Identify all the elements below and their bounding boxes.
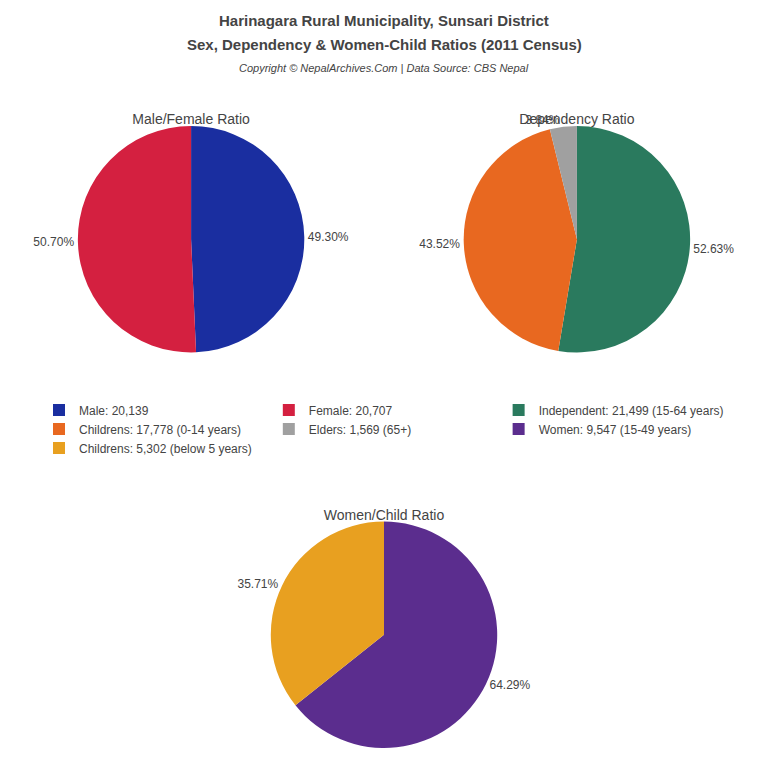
svg-text:Female: 20,707: Female: 20,707	[309, 404, 393, 418]
svg-text:Women/Child Ratio: Women/Child Ratio	[324, 507, 445, 523]
svg-text:Copyright © NepalArchives.Com: Copyright © NepalArchives.Com | Data Sou…	[239, 62, 529, 74]
svg-text:Women: 9,547 (15-49 years): Women: 9,547 (15-49 years)	[539, 423, 692, 437]
svg-text:64.29%: 64.29%	[490, 678, 531, 692]
svg-text:43.52%: 43.52%	[419, 237, 460, 251]
svg-text:Childrens: 17,778 (0-14 years): Childrens: 17,778 (0-14 years)	[79, 423, 241, 437]
svg-text:Independent: 21,499 (15-64 yea: Independent: 21,499 (15-64 years)	[539, 404, 724, 418]
svg-text:Dependency Ratio: Dependency Ratio	[519, 111, 634, 127]
svg-text:Male/Female Ratio: Male/Female Ratio	[132, 111, 250, 127]
svg-text:Harinagara Rural Municipality,: Harinagara Rural Municipality, Sunsari D…	[219, 12, 549, 29]
svg-text:Male: 20,139: Male: 20,139	[79, 404, 149, 418]
svg-text:3.84%: 3.84%	[525, 113, 559, 127]
svg-text:35.71%: 35.71%	[237, 577, 278, 591]
svg-text:Childrens: 5,302 (below 5 year: Childrens: 5,302 (below 5 years)	[79, 442, 252, 456]
svg-text:49.30%: 49.30%	[308, 230, 349, 244]
svg-text:50.70%: 50.70%	[33, 235, 74, 249]
svg-text:Sex, Dependency & Women-Child: Sex, Dependency & Women-Child Ratios (20…	[187, 36, 582, 53]
svg-text:Elders: 1,569 (65+): Elders: 1,569 (65+)	[309, 423, 411, 437]
svg-text:52.63%: 52.63%	[693, 242, 734, 256]
